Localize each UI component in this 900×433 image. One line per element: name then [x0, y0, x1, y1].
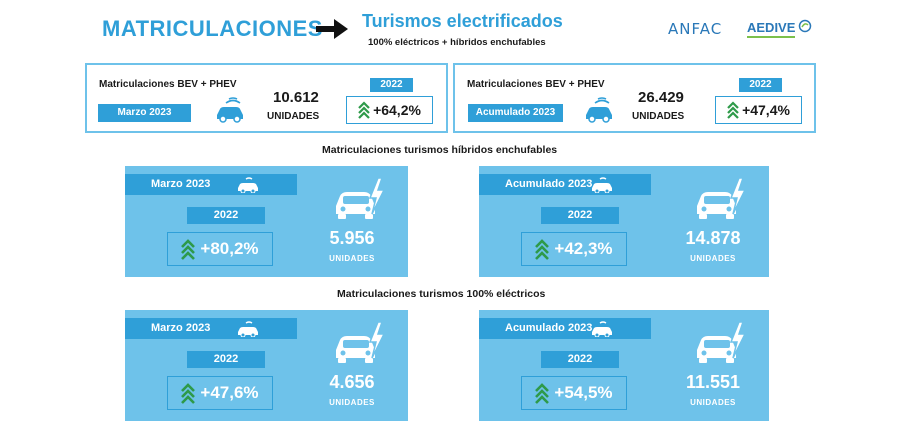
electric-car-icon: [238, 177, 258, 193]
summary-label: Matriculaciones BEV + PHEV: [467, 79, 605, 90]
panel-number: 14.878: [685, 228, 741, 248]
summary-period: Acumulado 2023: [468, 104, 563, 122]
panel-year: 2022: [187, 351, 265, 368]
panel-unit: UNIDADES: [329, 254, 375, 263]
panel-period: Marzo 2023: [151, 178, 211, 190]
arrow-right-icon: [316, 19, 348, 39]
up-chevrons-icon: [535, 239, 550, 260]
panel-pct-box: +42,3%: [521, 232, 627, 266]
electric-car-bolt-icon: [697, 321, 747, 363]
summary-number: 26.429: [638, 89, 684, 106]
summary-box-march: Matriculaciones BEV + PHEV Marzo 2023 10…: [85, 63, 448, 133]
panel-pct: +80,2%: [200, 239, 259, 258]
panel-period-bar: Marzo 2023: [125, 174, 297, 195]
panel-period-bar: Acumulado 2023: [479, 318, 651, 339]
up-chevrons-icon: [358, 101, 370, 119]
panel-period: Acumulado 2023: [505, 322, 593, 334]
panel-pct: +42,3%: [554, 239, 613, 258]
summary-pct-box: +47,4%: [715, 96, 802, 124]
page-subtitle-note: 100% eléctricos + híbridos enchufables: [368, 37, 546, 48]
summary-label: Matriculaciones BEV + PHEV: [99, 79, 237, 90]
up-chevrons-icon: [181, 383, 196, 404]
panel-number: 5.956: [329, 228, 375, 248]
summary-year: 2022: [739, 78, 782, 92]
panel-year: 2022: [187, 207, 265, 224]
aedive-leaf-icon: [798, 19, 812, 33]
panel-unit: UNIDADES: [690, 398, 736, 407]
electric-car-bolt-icon: [336, 177, 386, 219]
summary-pct-box: +64,2%: [346, 96, 433, 124]
panel-period-bar: Acumulado 2023: [479, 174, 651, 195]
panel-bev-march: Marzo 2023 2022 +47,6% 4.656 UNIDADES: [125, 310, 408, 421]
up-chevrons-icon: [181, 239, 196, 260]
panel-pct-box: +80,2%: [167, 232, 273, 266]
summary-box-cumulative: Matriculaciones BEV + PHEV Acumulado 202…: [453, 63, 816, 133]
electric-car-icon: [586, 97, 612, 123]
electric-car-icon: [592, 321, 612, 337]
up-chevrons-icon: [727, 101, 739, 119]
panel-number: 11.551: [685, 372, 741, 392]
anfac-logo: ANFAC: [668, 20, 722, 38]
summary-pct: +47,4%: [742, 102, 790, 118]
electric-car-bolt-icon: [697, 177, 747, 219]
summary-unit: UNIDADES: [267, 111, 320, 122]
panel-period: Acumulado 2023: [505, 178, 593, 190]
panel-period-bar: Marzo 2023: [125, 318, 297, 339]
panel-bev-cumulative: Acumulado 2023 2022 +54,5% 11.551 UNIDAD…: [479, 310, 769, 421]
summary-pct: +64,2%: [373, 102, 421, 118]
electric-car-bolt-icon: [336, 321, 386, 363]
summary-number: 10.612: [273, 89, 319, 106]
section-title-phev: Matriculaciones turismos híbridos enchuf…: [322, 144, 558, 156]
page-title: MATRICULACIONES: [102, 16, 323, 41]
aedive-logo: AEDIVE: [747, 20, 796, 38]
panel-pct-box: +47,6%: [167, 376, 273, 410]
section-title-bev: Matriculaciones turismos 100% eléctricos: [337, 288, 546, 300]
panel-pct-box: +54,5%: [521, 376, 627, 410]
electric-car-icon: [238, 321, 258, 337]
panel-phev-cumulative: Acumulado 2023 2022 +42,3% 14.878 UNIDAD…: [479, 166, 769, 277]
panel-period: Marzo 2023: [151, 322, 211, 334]
summary-unit: UNIDADES: [632, 111, 685, 122]
electric-car-icon: [217, 97, 243, 123]
summary-year: 2022: [370, 78, 413, 92]
panel-unit: UNIDADES: [690, 254, 736, 263]
electric-car-icon: [592, 177, 612, 193]
panel-pct: +54,5%: [554, 383, 613, 402]
summary-period: Marzo 2023: [98, 104, 191, 122]
panel-phev-march: Marzo 2023 2022 +80,2% 5.956 UNIDADES: [125, 166, 408, 277]
anfac-logo-text: ANFAC: [668, 20, 723, 38]
panel-year: 2022: [541, 207, 619, 224]
up-chevrons-icon: [535, 383, 550, 404]
panel-unit: UNIDADES: [329, 398, 375, 407]
panel-pct: +47,6%: [200, 383, 259, 402]
panel-number: 4.656: [329, 372, 375, 392]
page-subtitle: Turismos electrificados: [362, 11, 563, 31]
panel-year: 2022: [541, 351, 619, 368]
aedive-logo-text: AEDIVE: [747, 20, 796, 35]
